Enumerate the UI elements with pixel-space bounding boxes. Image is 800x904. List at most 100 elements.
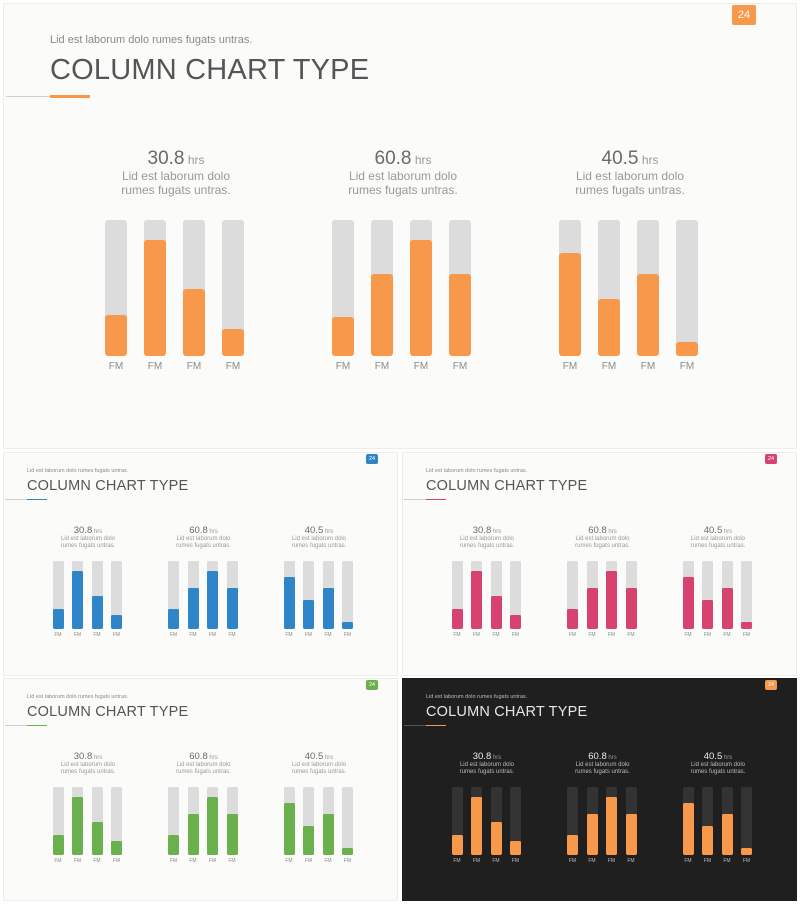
bar: [586, 588, 598, 629]
bar-category-label: FM: [511, 631, 520, 638]
title-divider-line: [404, 725, 446, 726]
bar-category-label: FM: [472, 631, 481, 638]
bar-track: [226, 561, 238, 629]
stat-value: 30.8 hrs: [51, 525, 125, 536]
bar-track: [222, 220, 244, 356]
title-accent-line: [27, 498, 47, 500]
bar: [625, 814, 637, 855]
bar-category-label: FM: [472, 857, 481, 864]
bar: [91, 595, 103, 629]
bar-category-label: FM: [112, 857, 121, 864]
bar: [676, 342, 698, 356]
bar: [471, 797, 482, 855]
bar-category-label: FM: [742, 857, 751, 864]
bar-track: [144, 220, 166, 356]
bar: [226, 814, 238, 855]
bar-category-label: FM: [169, 631, 178, 638]
bar: [490, 821, 502, 855]
stat-number: 30.8: [472, 751, 492, 762]
bar-track: [598, 220, 620, 356]
bar-category-label: FM: [225, 361, 241, 372]
slide-blue: Lid est laborum dolo rumes fugats untras…: [3, 452, 398, 676]
bar: [586, 814, 598, 855]
bar-category-label: FM: [324, 631, 332, 638]
stat-description: Lid est laborum dolo rumes fugats untras…: [176, 761, 231, 775]
bar: [567, 835, 578, 855]
title-accent-line: [426, 498, 446, 500]
bar-category-label: FM: [208, 857, 217, 864]
bar-track: [721, 787, 733, 855]
bar-track: [625, 561, 637, 629]
bar-category-label: FM: [304, 631, 313, 638]
bar: [207, 571, 218, 629]
bar-track: [187, 561, 199, 629]
stat-unit: hrs: [606, 529, 617, 535]
bar-track: [91, 787, 103, 855]
chart-group-3: 40.5 hrs Lid est laborum dolo rumes fugat…: [681, 679, 755, 900]
title-accent-line: [27, 724, 47, 726]
bar-track: [322, 561, 334, 629]
bar-category-label: FM: [742, 631, 751, 638]
bar: [451, 834, 463, 855]
stat-description: Lid est laborum dolo rumes fugats untras…: [176, 535, 231, 549]
bar-category-label: FM: [452, 361, 468, 372]
bar-category-label: FM: [679, 361, 695, 372]
bar-category-label: FM: [208, 631, 217, 638]
bar-category-label: FM: [568, 631, 577, 638]
stat-value: 40.5 hrs: [282, 525, 356, 536]
bar: [471, 571, 482, 629]
bar: [342, 848, 353, 855]
bar: [187, 814, 199, 855]
bar-track: [371, 220, 393, 356]
stat-value: 40.5 hrs: [556, 148, 704, 170]
stat-value: 30.8 hrs: [450, 525, 524, 536]
bar-track: [567, 787, 578, 855]
stat-description: Lid est laborum dolo rumes fugats untras…: [690, 761, 746, 775]
bar-track: [226, 787, 238, 855]
page-number-badge: 24: [366, 679, 378, 690]
bar-track: [332, 220, 354, 356]
bar: [559, 252, 581, 356]
bar: [410, 240, 432, 356]
chart-group-1: 30.8 hrs Lid est laborum dolo rumes fugat…: [450, 679, 524, 900]
bar-track: [490, 561, 502, 629]
bar: [741, 848, 752, 855]
bar: [144, 240, 166, 356]
bar-track: [72, 787, 83, 855]
stat-unit: hrs: [411, 153, 432, 167]
bar: [637, 274, 659, 356]
bar-track: [676, 220, 698, 356]
stat-value: 30.8 hrs: [51, 751, 125, 762]
title-divider-line: [5, 725, 47, 726]
bar-category-label: FM: [285, 857, 293, 864]
bar-track: [183, 220, 205, 356]
bar: [342, 622, 353, 629]
stat-unit: hrs: [722, 529, 733, 535]
bar-category-label: FM: [189, 857, 197, 864]
bar-category-label: FM: [169, 857, 178, 864]
bar-track: [625, 787, 637, 855]
bar: [105, 315, 127, 356]
bar-track: [168, 561, 179, 629]
bar-track: [586, 787, 598, 855]
bar-category-label: FM: [627, 631, 635, 638]
chart-group-2: 60.8 hrs Lid est laborum dolo rumes fugat…: [167, 453, 241, 675]
bar-category-label: FM: [588, 631, 596, 638]
bar-track: [606, 561, 617, 629]
bar-category-label: FM: [492, 857, 500, 864]
stat-number: 40.5: [703, 751, 723, 762]
bar-track: [283, 787, 295, 855]
stat-number: 40.5: [703, 525, 723, 536]
stat-number: 60.8: [374, 148, 412, 169]
slide-subtitle: Lid est laborum dolo rumes fugats untras…: [27, 468, 129, 474]
bar-category-label: FM: [568, 857, 577, 864]
chart-group-2: 60.8 hrs Lid est laborum dolo rumes fugat…: [167, 679, 241, 900]
stat-description: Lid est laborum dolo rumes fugats untras…: [60, 761, 116, 775]
bar: [567, 609, 578, 629]
stat-number: 40.5: [304, 525, 324, 536]
bar: [702, 826, 713, 855]
bar-category-label: FM: [343, 631, 352, 638]
slide-dark: Lid est laborum dolo rumes fugats untras…: [402, 678, 797, 901]
stat-unit: hrs: [323, 529, 334, 535]
bar-track: [702, 787, 713, 855]
